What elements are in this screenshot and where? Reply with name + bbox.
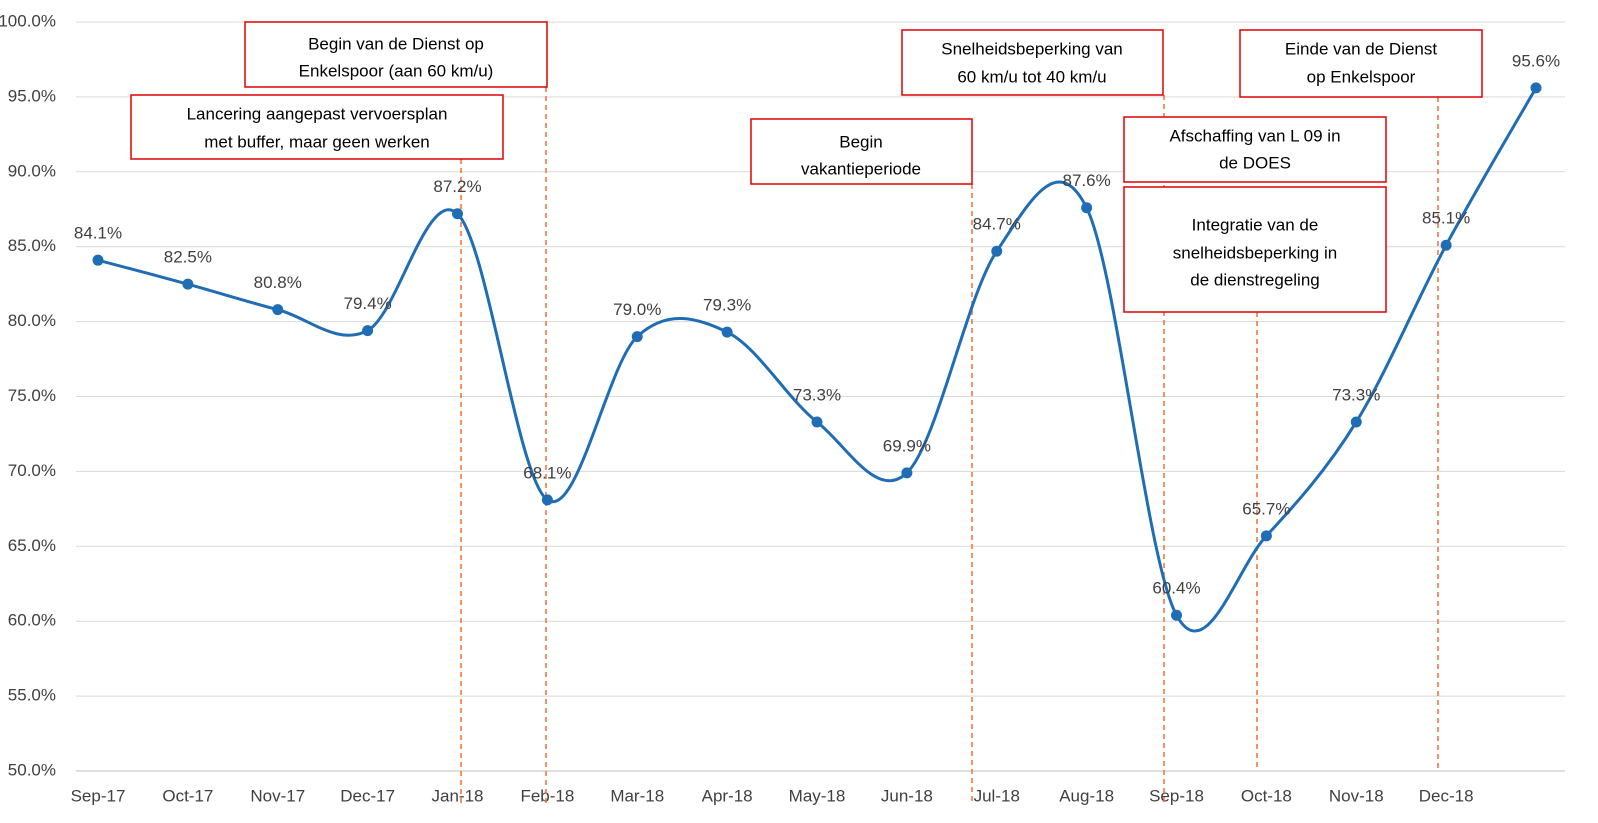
data-label: 82.5% [164,248,212,267]
data-label: 65.7% [1242,499,1290,518]
data-label: 60.4% [1152,579,1200,598]
point [1171,609,1182,621]
annotation-text: Snelheidsbeperking van [941,39,1122,58]
x-tick-label: Dec-17 [340,786,395,805]
point [182,278,194,290]
x-tick-label: Mar-18 [610,786,664,805]
data-label: 84.1% [74,224,122,243]
x-tick-label: Jun-18 [881,786,933,805]
point [991,245,1003,257]
point [541,494,553,506]
annotation-box [1239,29,1483,98]
data-label: 87.6% [1063,171,1111,190]
annotation-box [130,94,504,160]
annotation-text: Enkelspoor (aan 60 km/u) [299,61,494,80]
data-label: 87.2% [433,177,481,196]
annotation-text: Lancering aangepast vervoersplan [187,104,448,123]
x-tick-label: Sep-17 [71,786,126,805]
y-tick-label: 75.0% [8,386,56,405]
y-tick-label: 95.0% [8,86,56,105]
annotation-text: Einde van de Dienst [1285,39,1437,58]
x-tick-label: Sep-18 [1149,786,1204,805]
x-tick-label: Apr-18 [702,786,753,805]
point [362,325,374,337]
y-tick-label: 85.0% [8,236,56,255]
annotation-text: de dienstregeling [1190,270,1319,289]
annotation-text: Begin [839,132,882,151]
markers [460,87,1439,805]
y-tick-label: 65.0% [8,536,56,555]
x-tick-label: May-18 [789,786,846,805]
y-tick-label: 50.0% [8,760,56,779]
data-label: 68.1% [523,463,571,482]
x-tick-label: Nov-17 [250,786,305,805]
annotations: Begin van de Dienst op Enkelspoor (aan 6… [130,21,1483,313]
x-tick-label: Jan-18 [432,786,484,805]
annotation-box [1123,116,1387,183]
annotation-text: Integratie van de [1192,215,1319,234]
point [721,326,733,338]
x-tick-label: Aug-18 [1059,786,1114,805]
data-label: 73.3% [793,385,841,404]
annotation-text: met buffer, maar geen werken [204,132,430,151]
x-tick-label: Feb-18 [520,786,574,805]
data-label: 79.4% [344,294,392,313]
y-tick-label: 55.0% [8,686,56,705]
point [631,331,643,343]
point [92,254,104,266]
data-label: 80.8% [254,273,302,292]
data-label: 73.3% [1332,385,1380,404]
data-label: 85.1% [1422,209,1470,228]
x-tick-label: Oct-17 [162,786,213,805]
point [811,416,823,428]
point [1081,202,1093,214]
x-tick-label: Oct-18 [1241,786,1292,805]
data-label: 69.9% [883,436,931,455]
x-tick-label: Nov-18 [1329,786,1384,805]
annotation-text: snelheidsbeperking in [1173,243,1337,262]
point [1440,239,1452,251]
point [1260,530,1272,542]
annotation-box [244,21,548,88]
data-label: 79.3% [703,296,751,315]
line [97,87,1538,633]
annotation-text: Afschaffing van L 09 in [1169,126,1340,145]
point [1350,416,1362,428]
data-label: 95.6% [1512,51,1560,70]
annotation-box [1123,186,1387,313]
x-tick-label: Dec-18 [1419,786,1474,805]
annotation-text: Begin van de Dienst op [308,34,484,53]
y-tick-label: 100.0% [0,11,56,30]
annotation-text: 60 km/u tot 40 km/u [957,67,1106,86]
y-tick-label: 80.0% [8,311,56,330]
annotation-text: op Enkelspoor [1307,67,1416,86]
grid: 50.0% 55.0% 60.0% 65.0% 70.0% 75.0% 80.0% 85.0%… [0,11,1565,805]
data-label: 79.0% [613,300,661,319]
plot: 84.1% 82.5% 80.8% 79.4% 87.2% 68.1% 79.0% 79.3%… [74,51,1560,633]
annotation-text: vakantieperiode [801,159,921,178]
point [901,467,913,479]
y-tick-label: 70.0% [8,461,56,480]
x-tick-label: Jul-18 [974,786,1020,805]
point [272,304,284,316]
annotation-box [901,29,1164,96]
y-tick-label: 60.0% [8,611,56,630]
annotation-text: de DOES [1219,153,1291,172]
y-tick-label: 90.0% [8,161,56,180]
data-label: 84.7% [973,215,1021,234]
point [452,208,463,220]
annotation-box [750,118,973,185]
point [1530,82,1542,94]
